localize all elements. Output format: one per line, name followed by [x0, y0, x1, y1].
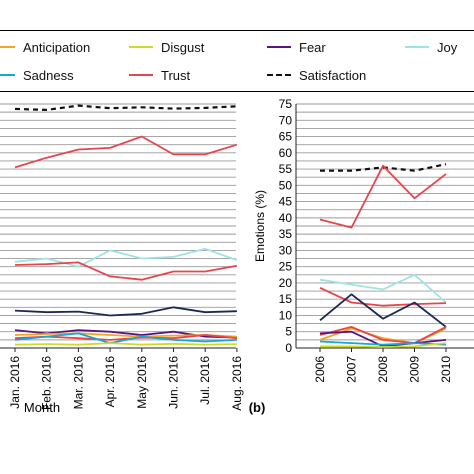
series-line-joy — [14, 247, 238, 268]
legend-swatch — [0, 46, 15, 48]
legend-item-disgust: Disgust — [129, 38, 204, 56]
series-line-navy — [14, 306, 237, 317]
x-tick-label: Apr. 2016 — [103, 356, 117, 408]
legend-item-anticipation: Anticipation — [0, 38, 90, 56]
y-tick-label: 10 — [279, 308, 293, 322]
legend-swatch — [405, 46, 429, 48]
y-tick-label: 70 — [279, 113, 293, 127]
x-tick-label: Aug. 2016 — [230, 356, 244, 411]
legend-swatch — [0, 74, 15, 76]
series-line-sadness — [319, 340, 447, 346]
legend-label: Fear — [299, 39, 326, 55]
x-tick-label: Jun. 2016 — [167, 356, 181, 409]
legend-label: Trust — [161, 67, 191, 83]
x-tick-label: Mar. 2016 — [71, 356, 85, 410]
y-tick-label: 25 — [279, 260, 293, 274]
series-line-navy — [319, 293, 447, 328]
x-tick-label: Feb. 2016 — [40, 356, 54, 410]
panel-a-line-chart: Jan. 2016 Feb. 2016 Mar. 2016 Apr. 2016 May … — [0, 103, 244, 411]
panel-b-y-axis-label: Emotions (%) — [253, 190, 267, 262]
legend-item-fear: Fear — [267, 38, 326, 56]
legend-item-joy: Joy — [405, 38, 457, 56]
y-tick-label: 55 — [279, 162, 293, 176]
legend-label: Anticipation — [23, 39, 91, 55]
series-line-disgust — [14, 342, 237, 346]
y-tick-label: 0 — [285, 341, 292, 355]
legend-item-sadness: Sadness — [0, 66, 74, 84]
chart-legend: Anticipation Disgust Fear Joy Sadness Trust Sa… — [0, 30, 474, 92]
y-tick-label: 65 — [279, 130, 293, 144]
y-tick-label: 20 — [279, 276, 293, 290]
legend-swatch — [267, 46, 291, 48]
series-line-anticipation-2- — [319, 325, 447, 345]
legend-item-satisfaction: Satisfaction — [267, 66, 366, 84]
series-line-trust-2- — [14, 261, 238, 281]
legend-label: Sadness — [23, 67, 74, 83]
series-line-sadness — [14, 332, 237, 345]
x-tick-label: Jul. 2016 — [198, 356, 212, 405]
y-tick-label: 45 — [279, 195, 293, 209]
y-tick-label: 50 — [279, 178, 293, 192]
y-tick-label: 15 — [279, 292, 293, 306]
legend-item-trust: Trust — [129, 66, 190, 84]
series-line-trust — [319, 164, 447, 229]
panel-b-label: (b) — [249, 400, 266, 415]
series-line-disgust — [320, 342, 447, 348]
legend-swatch — [129, 46, 153, 48]
series-line-trust-2- — [319, 286, 447, 307]
x-tick-label: 2008 — [376, 356, 390, 383]
y-tick-label: 35 — [279, 227, 293, 241]
x-tick-label: 2010 — [439, 356, 453, 383]
legend-label: Disgust — [161, 39, 205, 55]
legend-label: Satisfaction — [299, 67, 367, 83]
y-tick-label: 30 — [279, 243, 293, 257]
x-tick-label: 2007 — [345, 356, 359, 383]
legend-swatch — [129, 74, 153, 76]
y-tick-label: 5 — [285, 325, 292, 339]
y-tick-label: 75 — [279, 97, 293, 111]
y-tick-label: 60 — [279, 146, 293, 160]
y-tick-label: 40 — [279, 211, 293, 225]
legend-swatch — [267, 74, 291, 76]
panel-a-x-axis-label: Month — [24, 400, 60, 415]
series-line-joy — [319, 273, 447, 304]
x-tick-label: 2006 — [313, 356, 327, 383]
series-line-trust — [14, 135, 238, 169]
x-tick-label: 2009 — [408, 356, 422, 383]
legend-label: Joy — [437, 39, 458, 55]
series-line-satisfaction — [14, 104, 237, 112]
x-tick-label: May 2016 — [135, 356, 149, 409]
x-tick-label: Jan. 2016 — [8, 356, 22, 409]
panel-b-line-chart: 2006 2007 2008 2009 2010 0 5 10 15 20 25 30 35 40 45 50… — [279, 97, 474, 383]
